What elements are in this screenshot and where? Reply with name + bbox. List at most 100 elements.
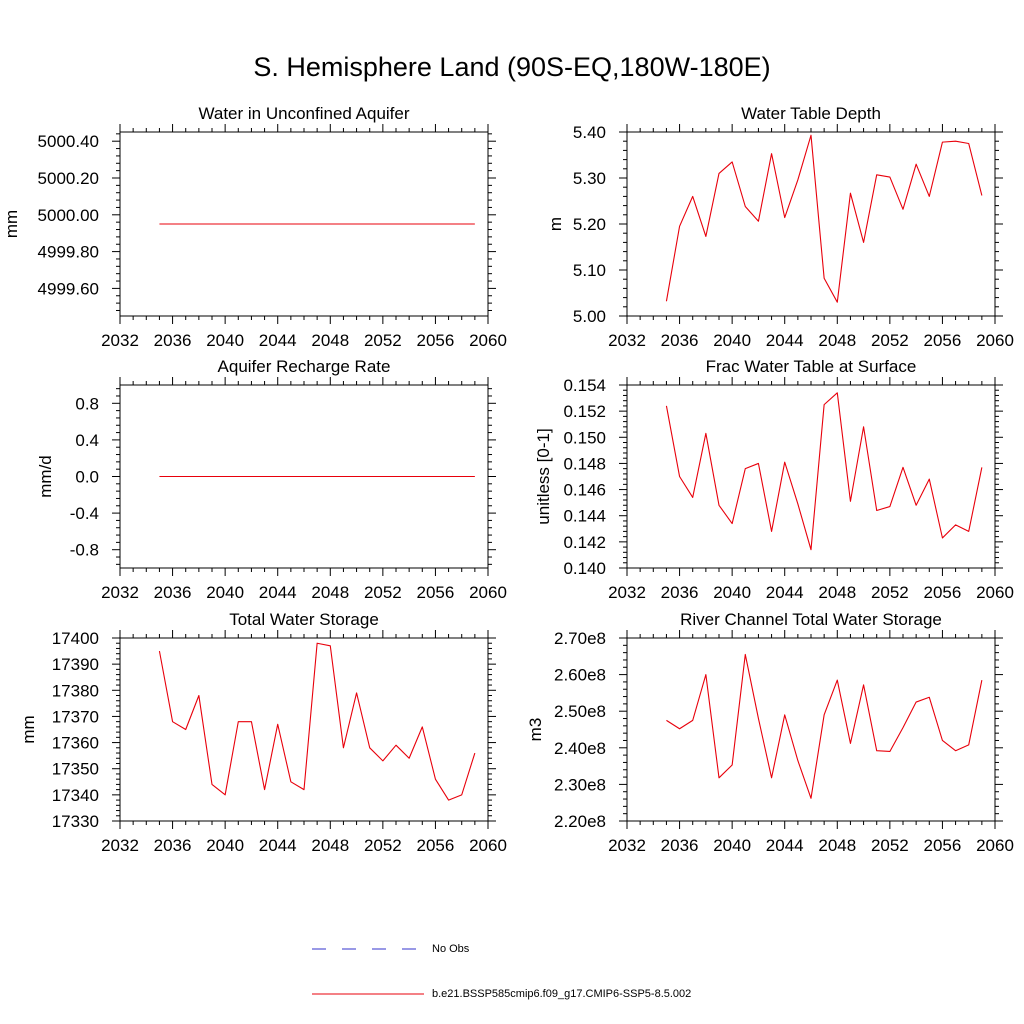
- x-tick-label: 2048: [818, 583, 856, 602]
- x-tick-label: 2056: [417, 583, 455, 602]
- y-tick-label: 0.144: [563, 507, 606, 526]
- chart-panel-5: 2032 2036 2040 2044 2048 2052 2056 2060 17330 173…: [19, 610, 507, 855]
- x-tick-label: 2036: [661, 583, 699, 602]
- chart-title: Aquifer Recharge Rate: [218, 357, 391, 376]
- x-tick-label: 2056: [924, 836, 962, 855]
- y-tick-label: 17390: [52, 655, 99, 674]
- x-tick-label: 2032: [608, 583, 646, 602]
- x-tick-label: 2056: [417, 836, 455, 855]
- chart-panel-3: 2032 2036 2040 2044 2048 2052 2056 2060 -0.8 -0.4…: [36, 357, 507, 602]
- y-tick-label: 5000.20: [38, 169, 99, 188]
- y-tick-label: 0.150: [563, 428, 606, 447]
- legend-model-label: b.e21.BSSP585cmip6.f09_g17.CMIP6-SSP5-8.…: [432, 988, 692, 1000]
- y-axis-label: m3: [526, 718, 545, 742]
- x-tick-label: 2040: [206, 836, 244, 855]
- y-axis-label: mm: [2, 210, 21, 238]
- x-tick-label: 2060: [469, 836, 507, 855]
- y-tick-label: -0.8: [70, 541, 99, 560]
- x-tick-label: 2056: [924, 583, 962, 602]
- x-tick-label: 2048: [311, 836, 349, 855]
- y-tick-label: 0.8: [75, 394, 99, 413]
- x-tick-label: 2032: [101, 331, 139, 350]
- y-tick-label: 2.20e8: [554, 812, 606, 831]
- x-tick-label: 2056: [924, 331, 962, 350]
- x-tick-label: 2032: [608, 836, 646, 855]
- x-tick-label: 2048: [818, 836, 856, 855]
- y-tick-label: 0.140: [563, 559, 606, 578]
- x-tick-label: 2032: [101, 836, 139, 855]
- x-tick-label: 2052: [871, 583, 909, 602]
- chart-title: Water Table Depth: [741, 104, 881, 123]
- plot-frame: [119, 637, 489, 822]
- y-tick-label: -0.4: [70, 504, 99, 523]
- y-tick-label: 17370: [52, 707, 99, 726]
- chart-title: Water in Unconfined Aquifer: [198, 104, 409, 123]
- x-tick-label: 2048: [311, 331, 349, 350]
- x-tick-label: 2036: [661, 331, 699, 350]
- y-tick-label: 17340: [52, 786, 99, 805]
- y-tick-label: 0.146: [563, 481, 606, 500]
- y-tick-label: 2.60e8: [554, 666, 606, 685]
- x-tick-label: 2044: [766, 583, 804, 602]
- x-tick-label: 2060: [469, 331, 507, 350]
- x-tick-label: 2044: [766, 836, 804, 855]
- x-tick-label: 2040: [206, 583, 244, 602]
- y-axis-label: mm: [19, 715, 38, 743]
- y-axis-label: unitless [0-1]: [534, 428, 553, 524]
- x-tick-label: 2044: [259, 583, 297, 602]
- chart-panel-6: 2032 2036 2040 2044 2048 2052 2056 2060 2.20e8 2.…: [526, 610, 1014, 855]
- y-tick-label: 0.152: [563, 402, 606, 421]
- x-tick-label: 2040: [713, 583, 751, 602]
- chart-panel-4: 2032 2036 2040 2044 2048 2052 2056 2060 0.140 0.1…: [534, 357, 1014, 602]
- x-tick-label: 2040: [713, 331, 751, 350]
- y-tick-label: 2.40e8: [554, 739, 606, 758]
- y-tick-label: 5.30: [573, 169, 606, 188]
- x-tick-label: 2032: [101, 583, 139, 602]
- y-tick-label: 5.20: [573, 215, 606, 234]
- y-tick-label: 17380: [52, 681, 99, 700]
- series-line: [665, 134, 983, 303]
- x-tick-label: 2036: [154, 583, 192, 602]
- chart-title: Total Water Storage: [229, 610, 379, 629]
- plot-frame: [626, 384, 996, 569]
- y-tick-label: 17350: [52, 760, 99, 779]
- x-tick-label: 2040: [713, 836, 751, 855]
- x-tick-label: 2052: [364, 836, 402, 855]
- y-tick-label: 4999.80: [38, 243, 99, 262]
- x-tick-label: 2040: [206, 331, 244, 350]
- x-tick-label: 2052: [364, 583, 402, 602]
- plot-frame: [626, 131, 996, 317]
- y-tick-label: 17400: [52, 629, 99, 648]
- x-tick-label: 2044: [259, 836, 297, 855]
- series-line: [665, 392, 983, 551]
- y-tick-label: 5.00: [573, 307, 606, 326]
- x-tick-label: 2056: [417, 331, 455, 350]
- y-tick-label: 17330: [52, 812, 99, 831]
- plot-frame: [626, 637, 996, 822]
- y-tick-label: 2.50e8: [554, 702, 606, 721]
- y-axis-label: mm/d: [36, 455, 55, 498]
- y-tick-label: 5000.40: [38, 132, 99, 151]
- chart-panel-2: 2032 2036 2040 2044 2048 2052 2056 2060 5.00 5.10…: [546, 104, 1014, 350]
- y-tick-label: 0.154: [563, 376, 606, 395]
- legend-obs-swatch: [312, 948, 424, 950]
- y-tick-label: 0.4: [75, 431, 99, 450]
- x-tick-label: 2060: [976, 331, 1014, 350]
- x-tick-label: 2052: [871, 836, 909, 855]
- x-tick-label: 2048: [311, 583, 349, 602]
- series-line: [158, 642, 476, 801]
- x-tick-label: 2060: [976, 583, 1014, 602]
- y-tick-label: 0.142: [563, 533, 606, 552]
- x-tick-label: 2052: [871, 331, 909, 350]
- y-tick-label: 5000.00: [38, 206, 99, 225]
- chart-title: Frac Water Table at Surface: [706, 357, 917, 376]
- legend-model-swatch: [312, 993, 424, 995]
- legend-obs-label: No Obs: [432, 943, 470, 955]
- y-axis-label: m: [546, 217, 565, 231]
- x-tick-label: 2036: [154, 331, 192, 350]
- y-tick-label: 5.10: [573, 261, 606, 280]
- y-tick-label: 0.0: [75, 468, 99, 487]
- series-line: [666, 653, 983, 799]
- x-tick-label: 2036: [154, 836, 192, 855]
